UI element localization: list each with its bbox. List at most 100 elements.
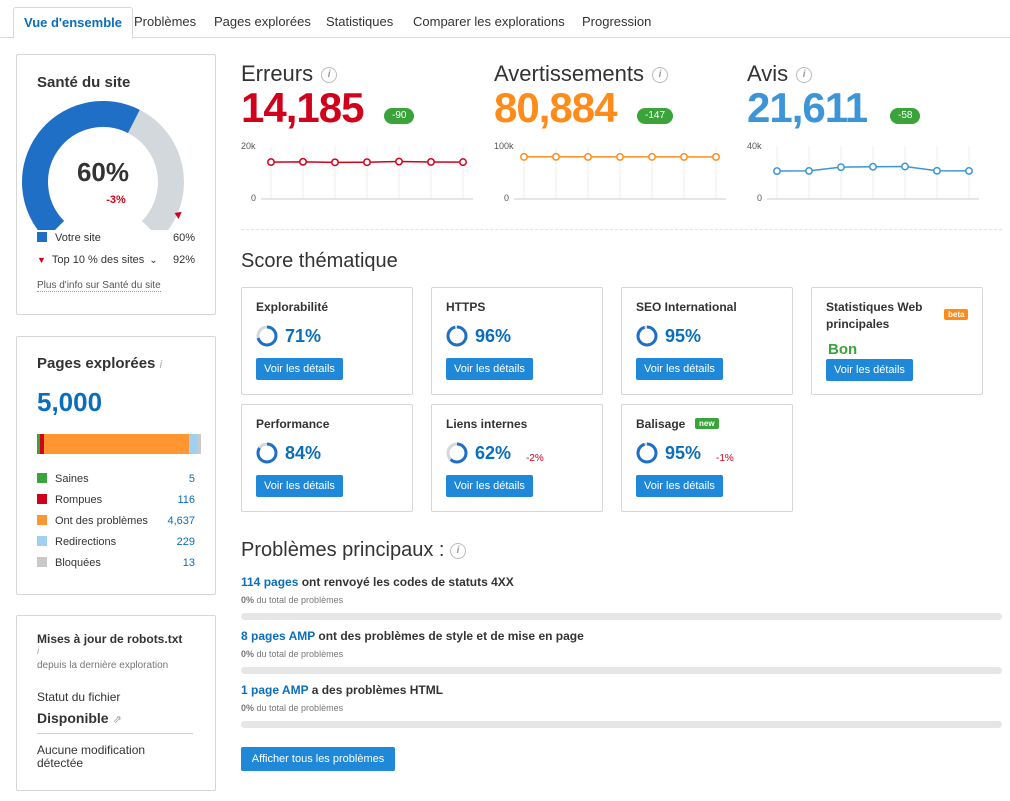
- issue-link[interactable]: 8 pages AMP: [241, 629, 316, 643]
- crawled-pages-panel: Pages explorées i 5,000 Saines 5 Rompues 11…: [16, 336, 216, 595]
- thematic-score-percent: 95%: [665, 443, 702, 463]
- data-point[interactable]: [299, 157, 307, 166]
- tab-issues[interactable]: Problèmes: [134, 14, 197, 29]
- data-point[interactable]: [267, 158, 275, 167]
- stacked-bar-segment[interactable]: [40, 434, 44, 454]
- issue-share: 0% du total de problèmes: [241, 703, 343, 713]
- score-ring-fill: [446, 442, 468, 464]
- info-icon[interactable]: i: [321, 67, 338, 84]
- data-point[interactable]: [616, 152, 624, 161]
- legend-swatch: [37, 473, 47, 483]
- data-point[interactable]: [395, 157, 403, 166]
- robots-status-label: Statut du fichier: [37, 690, 121, 704]
- metric-value[interactable]: 80,884: [494, 84, 617, 131]
- legend-swatch: [37, 494, 47, 504]
- data-point[interactable]: [933, 166, 941, 175]
- data-point[interactable]: [427, 158, 435, 166]
- external-link-icon[interactable]: ⇗: [112, 714, 122, 726]
- view-details-button[interactable]: Voir les détails: [446, 475, 533, 497]
- data-point[interactable]: [552, 152, 560, 161]
- data-point[interactable]: [520, 152, 528, 161]
- metric-delta-badge: -58: [890, 108, 921, 124]
- data-point[interactable]: [965, 166, 973, 175]
- metric-label: Avis: [747, 61, 789, 86]
- tab-compare-crawls[interactable]: Comparer les explorations: [413, 14, 565, 29]
- legend-top-sites[interactable]: ▼ Top 10 % des sites ⌄: [37, 254, 158, 266]
- info-icon[interactable]: i: [450, 542, 466, 559]
- score-ring-fill: [636, 325, 658, 347]
- info-icon[interactable]: i: [37, 646, 40, 657]
- stacked-bar-segment[interactable]: [43, 434, 190, 454]
- view-details-button[interactable]: Voir les détails: [636, 475, 723, 497]
- robots-panel: Mises à jour de robots.txt i depuis la d…: [16, 615, 216, 791]
- tab-progress[interactable]: Progression: [582, 14, 652, 29]
- data-point[interactable]: [712, 152, 720, 161]
- score-ring: [446, 325, 468, 347]
- issue-text: a des problèmes HTML: [308, 683, 444, 697]
- y-axis-min-label: 0: [504, 193, 510, 203]
- stacked-bar-segment[interactable]: [189, 434, 197, 454]
- chevron-down-icon[interactable]: ⌄: [149, 255, 158, 266]
- triangle-down-icon: ▼: [37, 255, 46, 265]
- legend-label: Redirections: [55, 536, 117, 548]
- issue-link[interactable]: 114 pages: [241, 575, 299, 589]
- site-health-more-link[interactable]: Plus d'info sur Santé du site: [37, 280, 161, 292]
- legend-label: Ont des problèmes: [55, 515, 148, 527]
- crawled-pages-stacked-bar: [37, 434, 202, 454]
- data-point[interactable]: [869, 162, 877, 171]
- legend-label: Bloquées: [55, 557, 101, 569]
- data-point[interactable]: [584, 152, 592, 161]
- data-point[interactable]: [331, 158, 339, 167]
- data-point[interactable]: [901, 162, 909, 171]
- legend-swatch: [37, 557, 47, 567]
- info-icon[interactable]: i: [796, 67, 813, 84]
- show-all-issues-button[interactable]: Afficher tous les problèmes: [241, 747, 395, 771]
- stacked-bar-segment[interactable]: [196, 434, 202, 454]
- crawled-pages-total[interactable]: 5,000: [37, 387, 103, 417]
- view-details-button[interactable]: Voir les détails: [826, 359, 913, 381]
- legend-value-link[interactable]: 4,637: [167, 515, 195, 527]
- thematic-card-title: Statistiques Web principales: [826, 300, 923, 331]
- metric-sparkline-chart: [767, 147, 979, 200]
- tab-statistics[interactable]: Statistiques: [326, 14, 394, 29]
- metric-title: Erreurs i: [241, 61, 338, 87]
- robots-status-value: Disponible ⇗: [37, 710, 122, 726]
- y-axis-max-label: 100k: [494, 141, 514, 151]
- issue-share: 0% du total de problèmes: [241, 649, 343, 659]
- issue-progress-bar: [241, 667, 1002, 674]
- view-details-button[interactable]: Voir les détails: [636, 358, 723, 380]
- legend-your-site: Votre site: [37, 232, 101, 244]
- legend-value-link[interactable]: 13: [182, 557, 195, 569]
- legend-value-link[interactable]: 116: [177, 494, 195, 506]
- info-icon[interactable]: i: [159, 359, 163, 371]
- issue-link[interactable]: 1 page AMP: [241, 683, 309, 697]
- legend-value-link[interactable]: 229: [176, 536, 195, 548]
- thematic-card-title: SEO International: [636, 300, 737, 314]
- info-icon[interactable]: i: [651, 67, 668, 84]
- top-issues-title-text: Problèmes principaux :: [241, 539, 445, 561]
- issue-text: ont des problèmes de style et de mise en…: [315, 629, 584, 643]
- metric-value[interactable]: 14,185: [241, 84, 364, 131]
- data-point[interactable]: [773, 167, 781, 175]
- view-details-button[interactable]: Voir les détails: [446, 358, 533, 380]
- robots-title: Mises à jour de robots.txt: [37, 632, 183, 646]
- data-point[interactable]: [680, 152, 688, 161]
- data-point[interactable]: [459, 158, 467, 167]
- thematic-card: Liens internes 62% -2% Voir les détails: [431, 404, 603, 512]
- crawled-legend-item: Ont des problèmes: [37, 515, 148, 527]
- view-details-button[interactable]: Voir les détails: [256, 358, 343, 380]
- data-point[interactable]: [837, 163, 845, 172]
- data-point[interactable]: [805, 166, 813, 175]
- issue-share-percent: 0%: [241, 703, 255, 713]
- legend-value-link[interactable]: 5: [188, 473, 195, 485]
- top-sites-marker: [174, 211, 182, 220]
- view-details-button[interactable]: Voir les détails: [256, 475, 343, 497]
- stacked-bar-segment[interactable]: [37, 434, 41, 454]
- metric-value[interactable]: 21,611: [747, 84, 868, 131]
- thematic-card-title: Performance: [256, 417, 330, 431]
- data-point[interactable]: [648, 152, 656, 161]
- tab-crawled-pages[interactable]: Pages explorées: [214, 14, 311, 29]
- tab-overview[interactable]: Vue d'ensemble: [13, 7, 133, 39]
- metric-delta-badge: -90: [384, 108, 415, 124]
- data-point[interactable]: [363, 158, 371, 167]
